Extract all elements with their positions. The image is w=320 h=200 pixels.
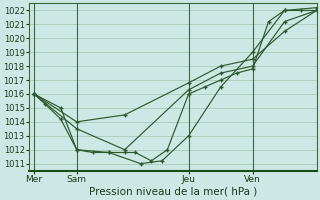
X-axis label: Pression niveau de la mer( hPa ): Pression niveau de la mer( hPa ) (89, 187, 257, 197)
